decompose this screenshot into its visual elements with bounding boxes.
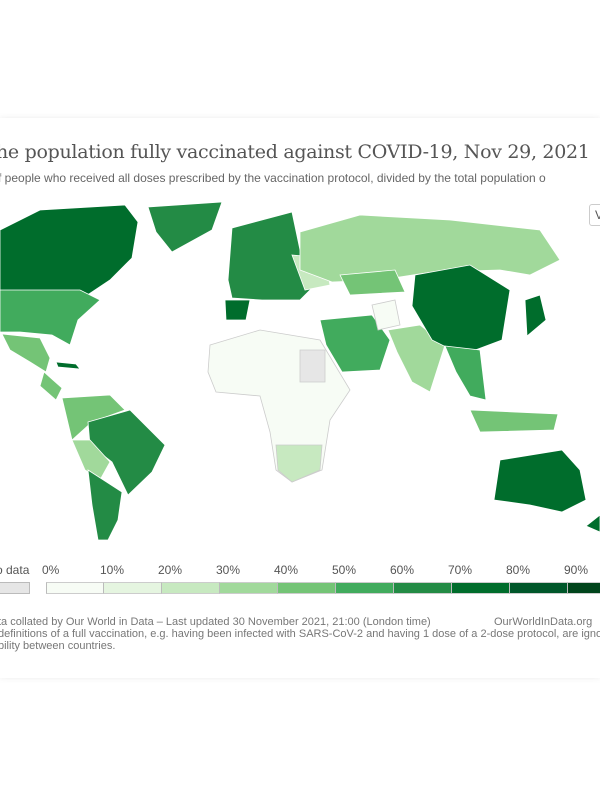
region-indonesia[interactable] bbox=[469, 409, 559, 433]
region-peru-bolivia[interactable] bbox=[71, 439, 111, 481]
legend-bin[interactable] bbox=[220, 582, 278, 594]
legend-tick-label: 10% bbox=[100, 563, 125, 577]
legend-bin[interactable] bbox=[510, 582, 568, 594]
source-text: ta collated by Our World in Data – Last … bbox=[0, 616, 431, 628]
region-afghanistan[interactable] bbox=[371, 299, 401, 331]
region-australia[interactable] bbox=[493, 449, 587, 513]
legend-tick-label: 0% bbox=[42, 563, 60, 577]
legend-tick-label: 80% bbox=[506, 563, 531, 577]
legend-bin[interactable] bbox=[452, 582, 510, 594]
region-usa[interactable] bbox=[0, 289, 101, 346]
world-map[interactable] bbox=[0, 195, 600, 550]
region-kazakhstan[interactable] bbox=[339, 269, 406, 296]
legend-tick-label: 40% bbox=[274, 563, 299, 577]
owid-link[interactable]: OurWorldInData.org bbox=[494, 616, 593, 628]
legend-tick-label: 90% bbox=[564, 563, 589, 577]
legend-tick-label: 70% bbox=[448, 563, 473, 577]
view-button[interactable]: V bbox=[589, 204, 600, 226]
legend-no-data-swatch bbox=[0, 582, 30, 594]
chart-subtitle: f people who received all doses prescrib… bbox=[0, 171, 546, 185]
region-greenland[interactable] bbox=[147, 201, 223, 253]
note-line-1: definitions of a full vaccination, e.g. … bbox=[0, 628, 600, 640]
legend-bin[interactable] bbox=[278, 582, 336, 594]
chart-title: he population fully vaccinated against C… bbox=[0, 141, 590, 163]
region-argentina-chile[interactable] bbox=[87, 469, 123, 541]
region-cuba[interactable] bbox=[55, 361, 81, 370]
region-canada[interactable] bbox=[0, 204, 139, 301]
region-middle-east[interactable] bbox=[319, 314, 391, 373]
region-europe[interactable] bbox=[227, 211, 321, 301]
region-sudan[interactable] bbox=[299, 349, 326, 383]
region-korea-japan[interactable] bbox=[524, 294, 547, 337]
region-central-america[interactable] bbox=[39, 371, 63, 401]
region-russia[interactable] bbox=[299, 214, 561, 283]
legend-no-data-label: o data bbox=[0, 563, 30, 577]
region-new-zealand[interactable] bbox=[585, 514, 600, 533]
legend-bin[interactable] bbox=[568, 582, 600, 594]
region-southern-africa[interactable] bbox=[275, 444, 323, 483]
legend-tick-label: 60% bbox=[390, 563, 415, 577]
legend-bin[interactable] bbox=[104, 582, 162, 594]
legend-tick-label: 20% bbox=[158, 563, 183, 577]
region-spain-portugal[interactable] bbox=[224, 299, 251, 321]
region-mexico[interactable] bbox=[1, 333, 51, 373]
legend-bin[interactable] bbox=[394, 582, 452, 594]
legend-tick-label: 50% bbox=[332, 563, 357, 577]
legend-bin[interactable] bbox=[336, 582, 394, 594]
region-india[interactable] bbox=[387, 324, 446, 393]
legend-bin[interactable] bbox=[46, 582, 104, 594]
region-china[interactable] bbox=[411, 264, 511, 356]
legend-bin[interactable] bbox=[162, 582, 220, 594]
note-line-2: bility between countries. bbox=[0, 640, 116, 652]
region-southeast-asia[interactable] bbox=[444, 345, 487, 401]
legend-tick-label: 30% bbox=[216, 563, 241, 577]
